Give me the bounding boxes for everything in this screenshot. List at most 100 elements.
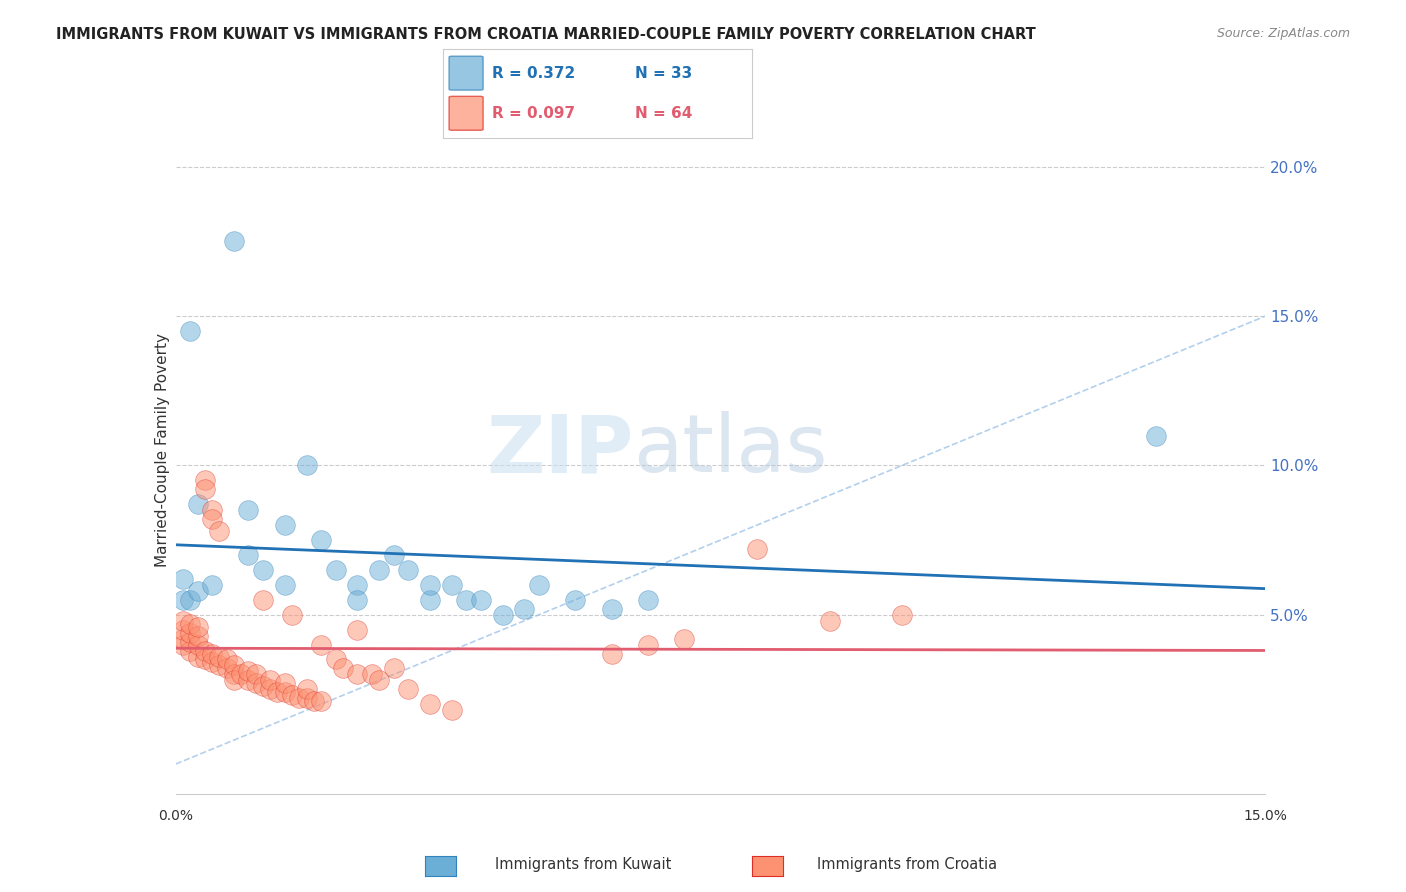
Text: R = 0.097: R = 0.097	[492, 106, 575, 120]
Point	[194, 473, 217, 487]
Point	[346, 578, 368, 592]
Point	[382, 661, 405, 675]
Point	[440, 578, 463, 592]
Point	[208, 649, 231, 664]
Point	[368, 563, 391, 577]
Point	[470, 592, 492, 607]
Text: 0.0%: 0.0%	[159, 809, 193, 822]
Point	[201, 578, 224, 592]
Point	[172, 614, 194, 628]
Point	[1146, 428, 1168, 442]
Text: atlas: atlas	[633, 411, 828, 490]
Point	[238, 503, 260, 517]
Point	[325, 652, 347, 666]
Point	[309, 694, 332, 708]
Point	[245, 676, 267, 690]
Point	[194, 652, 217, 666]
FancyBboxPatch shape	[449, 56, 484, 90]
Text: N = 33: N = 33	[634, 66, 692, 80]
Point	[309, 533, 332, 547]
Point	[179, 592, 201, 607]
Point	[419, 578, 441, 592]
Point	[238, 548, 260, 562]
Point	[295, 458, 318, 473]
Point	[172, 632, 194, 646]
Point	[382, 548, 405, 562]
Point	[295, 691, 318, 706]
Point	[274, 578, 297, 592]
Point	[419, 698, 441, 712]
Point	[208, 658, 231, 673]
Point	[346, 592, 368, 607]
Point	[325, 563, 347, 577]
Y-axis label: Married-Couple Family Poverty: Married-Couple Family Poverty	[155, 334, 170, 567]
Point	[186, 583, 209, 598]
Text: Source: ZipAtlas.com: Source: ZipAtlas.com	[1216, 27, 1350, 40]
Point	[186, 638, 209, 652]
Point	[396, 682, 419, 697]
Point	[172, 572, 194, 586]
Point	[179, 643, 201, 657]
Point	[456, 592, 478, 607]
Text: 15.0%: 15.0%	[1243, 809, 1288, 822]
Point	[259, 673, 281, 688]
Point	[172, 623, 194, 637]
FancyBboxPatch shape	[449, 96, 484, 130]
Point	[194, 643, 217, 657]
Point	[637, 638, 659, 652]
Point	[186, 497, 209, 511]
Point	[186, 629, 209, 643]
Point	[600, 601, 623, 615]
Point	[396, 563, 419, 577]
Point	[201, 656, 224, 670]
Text: Immigrants from Kuwait: Immigrants from Kuwait	[495, 857, 672, 872]
Point	[252, 563, 274, 577]
Point	[186, 649, 209, 664]
Text: Immigrants from Croatia: Immigrants from Croatia	[817, 857, 997, 872]
Point	[194, 483, 217, 497]
Point	[231, 667, 253, 681]
Point	[274, 685, 297, 699]
Point	[891, 607, 914, 622]
Point	[288, 691, 311, 706]
Point	[360, 667, 382, 681]
Point	[201, 512, 224, 526]
Point	[238, 673, 260, 688]
Point	[302, 694, 325, 708]
Point	[201, 503, 224, 517]
Point	[818, 614, 841, 628]
Point	[259, 682, 281, 697]
Text: ZIP: ZIP	[486, 411, 633, 490]
Point	[440, 703, 463, 717]
Point	[179, 625, 201, 640]
Point	[419, 592, 441, 607]
Point	[179, 634, 201, 648]
Point	[309, 638, 332, 652]
Point	[238, 665, 260, 679]
Point	[637, 592, 659, 607]
Point	[274, 676, 297, 690]
Point	[179, 324, 201, 338]
Point	[222, 673, 245, 688]
Point	[252, 592, 274, 607]
Point	[346, 623, 368, 637]
Point	[222, 667, 245, 681]
Text: N = 64: N = 64	[634, 106, 692, 120]
Point	[215, 652, 238, 666]
Point	[745, 541, 768, 556]
Point	[673, 632, 696, 646]
Point	[222, 658, 245, 673]
Point	[252, 679, 274, 693]
Point	[208, 524, 231, 538]
Point	[346, 667, 368, 681]
Point	[295, 682, 318, 697]
Point	[492, 607, 515, 622]
Point	[332, 661, 354, 675]
Point	[281, 607, 304, 622]
Point	[172, 592, 194, 607]
Point	[513, 601, 536, 615]
Point	[274, 518, 297, 533]
Point	[368, 673, 391, 688]
Point	[266, 685, 288, 699]
Text: R = 0.372: R = 0.372	[492, 66, 575, 80]
